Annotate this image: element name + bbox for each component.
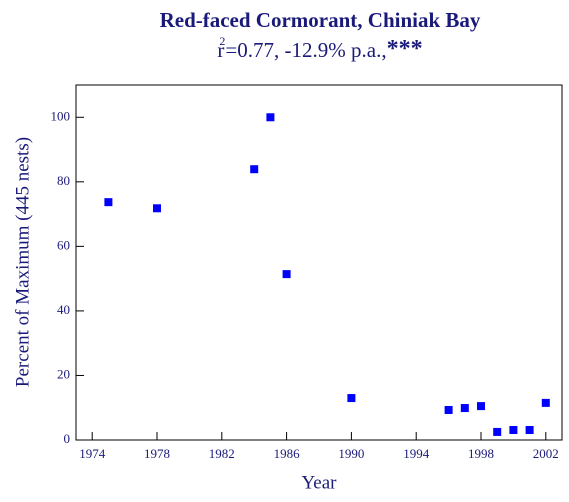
- x-tick-label: 1990: [338, 446, 364, 461]
- point: [477, 402, 485, 411]
- point: [250, 165, 259, 174]
- subtitle-stars: ***: [387, 36, 423, 62]
- x-tick-label: 1974: [79, 446, 106, 461]
- y-tick-label: 100: [51, 108, 71, 123]
- x-tick-label: 1978: [144, 446, 170, 461]
- x-tick-label: 1998: [468, 446, 494, 461]
- chart-subtitle: r2=0.77, -12.9% p.a.,***: [217, 34, 422, 62]
- point: [282, 270, 291, 279]
- y-tick-label: 60: [57, 237, 70, 252]
- point: [444, 405, 453, 414]
- x-tick-label: 1994: [403, 446, 430, 461]
- x-tick-label: 1982: [209, 446, 235, 461]
- subtitle-superscript: 2: [219, 34, 225, 48]
- plot-frame: [75, 84, 563, 441]
- y-tick-label: 20: [57, 366, 70, 381]
- y-tick-label: 0: [64, 431, 71, 446]
- point: [493, 427, 502, 436]
- subtitle-part: =0.77, -12.9% p.a.,: [225, 38, 386, 62]
- y-axis-label: Percent of Maximum (445 nests): [12, 137, 33, 387]
- chart-title: Red-faced Cormorant, Chiniak Bay: [160, 8, 481, 32]
- x-tick-label: 1986: [274, 446, 301, 461]
- point: [104, 198, 113, 207]
- point: [460, 404, 469, 413]
- x-tick-label: 2002: [533, 446, 559, 461]
- point: [525, 425, 534, 434]
- point: [347, 394, 356, 403]
- point: [266, 113, 275, 122]
- point: [541, 398, 550, 407]
- point: [509, 425, 518, 434]
- point: [153, 204, 161, 213]
- y-tick-label: 80: [57, 173, 70, 188]
- y-tick-label: 40: [57, 302, 70, 317]
- x-axis-label: Year: [301, 472, 337, 493]
- subtitle-part: r: [217, 38, 224, 62]
